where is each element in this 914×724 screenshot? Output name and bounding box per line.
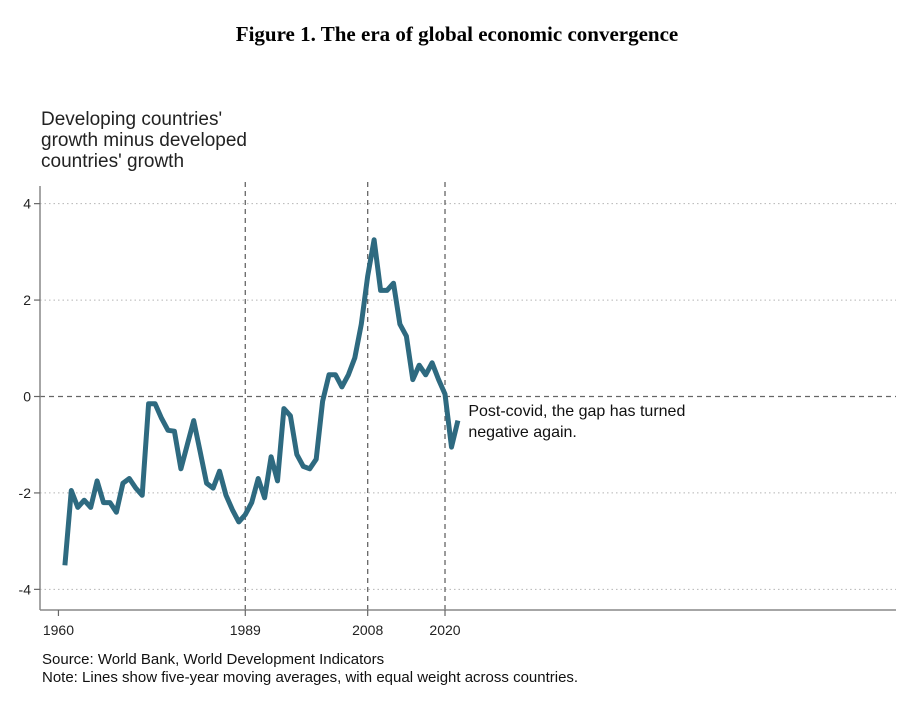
x-tick-label: 2020 (429, 622, 460, 638)
x-tick-label: 2008 (352, 622, 383, 638)
y-axis-label-line-2: growth minus developed (41, 130, 247, 151)
annotation-line-1: Post-covid, the gap has turned (468, 403, 685, 420)
data-point (174, 431, 175, 432)
data-point (148, 403, 149, 404)
data-point (451, 447, 452, 448)
data-point (206, 483, 207, 484)
data-point (142, 495, 143, 496)
data-point (135, 488, 136, 489)
footer: Source: World Bank, World Development In… (42, 651, 578, 687)
x-axis-ticks: 1960 1989 2008 2020 (43, 610, 461, 638)
data-point (180, 468, 181, 469)
data-point (238, 521, 239, 522)
data-point (122, 483, 123, 484)
data-point (412, 379, 413, 380)
data-point (193, 420, 194, 421)
data-point (219, 471, 220, 472)
series-layer (62, 237, 461, 566)
data-point (64, 565, 65, 566)
y-tick-label: 0 (23, 389, 31, 405)
series-line-0 (62, 237, 461, 566)
y-tick-label: -2 (19, 485, 32, 501)
data-point (393, 283, 394, 284)
data-point (361, 324, 362, 325)
y-axis-ticks: 4 2 0 -2 -4 (19, 196, 40, 597)
data-point (387, 290, 388, 291)
data-point (116, 512, 117, 513)
data-point (187, 444, 188, 445)
data-point (425, 374, 426, 375)
data-point (110, 502, 111, 503)
y-tick-label: 2 (23, 292, 31, 308)
data-point (226, 495, 227, 496)
data-point (129, 478, 130, 479)
gridlines (40, 203, 896, 590)
data-point (213, 488, 214, 489)
data-point (232, 509, 233, 510)
data-point (264, 497, 265, 498)
x-tick-label: 1989 (230, 622, 261, 638)
annotation: Post-covid, the gap has turned negative a… (468, 403, 685, 441)
data-point (322, 401, 323, 402)
data-point (290, 415, 291, 416)
data-point (90, 507, 91, 508)
y-tick-label: 4 (23, 196, 31, 212)
y-axis-label: Developing countries' growth minus devel… (41, 109, 247, 172)
data-point (71, 490, 72, 491)
data-point (335, 374, 336, 375)
data-point (200, 451, 201, 452)
y-tick-label: -4 (19, 581, 32, 597)
reference-lines (40, 182, 896, 610)
data-point (277, 480, 278, 481)
data-point (84, 500, 85, 501)
data-point (283, 408, 284, 409)
data-point (380, 290, 381, 291)
data-point (251, 502, 252, 503)
data-point (329, 374, 330, 375)
data-point (161, 418, 162, 419)
data-point (399, 324, 400, 325)
data-point (348, 374, 349, 375)
data-point (258, 478, 259, 479)
data-point (445, 394, 446, 395)
annotation-line-2: negative again. (468, 424, 577, 441)
data-point (103, 502, 104, 503)
data-point (155, 403, 156, 404)
data-point (77, 507, 78, 508)
data-point (271, 456, 272, 457)
axes (39, 186, 896, 611)
data-point (296, 454, 297, 455)
data-point (419, 365, 420, 366)
data-point (354, 357, 355, 358)
data-point (406, 336, 407, 337)
data-point (457, 420, 458, 421)
method-note: Note: Lines show five-year moving averag… (42, 669, 579, 686)
data-point (438, 379, 439, 380)
data-point (432, 362, 433, 363)
data-point (374, 239, 375, 240)
data-point (367, 276, 368, 277)
figure-title: Figure 1. The era of global economic con… (235, 22, 679, 46)
x-tick-label: 1960 (43, 622, 74, 638)
data-point (245, 514, 246, 515)
y-axis-label-line-1: Developing countries' (41, 109, 223, 130)
data-point (341, 386, 342, 387)
data-point (97, 480, 98, 481)
data-point (303, 466, 304, 467)
source-note: Source: World Bank, World Development In… (42, 651, 385, 668)
data-point (168, 430, 169, 431)
data-point (316, 459, 317, 460)
y-axis-label-line-3: countries' growth (41, 151, 185, 172)
data-point (309, 468, 310, 469)
